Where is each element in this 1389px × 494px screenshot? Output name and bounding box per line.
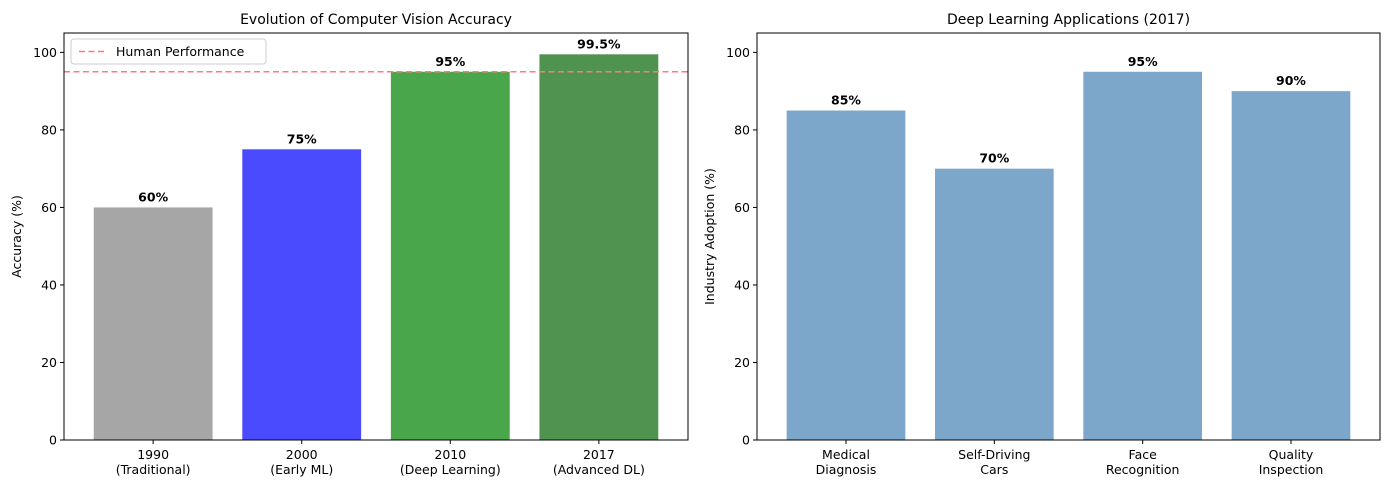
bar-value-label: 95% [1128, 54, 1158, 69]
y-tick-label: 0 [49, 433, 57, 448]
y-tick-label: 60 [41, 200, 57, 215]
x-tick-label: (Advanced DL) [553, 462, 645, 477]
x-tick-label: Diagnosis [816, 462, 877, 477]
plot-frame [63, 32, 689, 441]
y-tick-label: 60 [734, 200, 750, 215]
bar-3 [539, 54, 659, 441]
x-tick-label: Cars [980, 462, 1008, 477]
legend-entry: Human Performance [116, 44, 245, 59]
x-tick-label: (Early ML) [270, 462, 333, 477]
y-tick-label: 0 [742, 433, 750, 448]
y-tick-label: 20 [41, 355, 57, 370]
bar-1 [242, 149, 362, 441]
bar-value-label: 60% [138, 189, 168, 204]
chart-title: Deep Learning Applications (2017) [947, 12, 1190, 28]
legend-box [70, 38, 267, 65]
x-tick-label: Self-Driving [958, 447, 1030, 462]
y-tick-label: 40 [734, 277, 750, 292]
bar-1 [935, 168, 1054, 440]
y-tick-label: 20 [734, 355, 750, 370]
x-tick-label: 2000 [286, 447, 318, 462]
bar-value-label: 95% [435, 54, 465, 69]
x-tick-label: (Deep Learning) [400, 462, 501, 477]
accuracy-chart: 60% 75% 95% 99.5% 0 20 40 60 80 100 1990(Tradition… [9, 12, 689, 477]
x-tick-label: Inspection [1259, 462, 1324, 477]
chart-title: Evolution of Computer Vision Accuracy [240, 12, 512, 28]
y-tick-label: 100 [726, 45, 750, 60]
y-axis-label: Industry Adoption (%) [702, 168, 717, 305]
x-tick-label: Face [1129, 447, 1158, 462]
x-tick-label: 2010 [434, 447, 466, 462]
x-tick-label: 2017 [583, 447, 615, 462]
bar-0 [93, 207, 213, 440]
x-tick-label: Quality [1269, 447, 1314, 462]
y-tick-label: 100 [33, 45, 57, 60]
x-tick-label: 1990 [137, 447, 169, 462]
bar-2 [1083, 71, 1202, 440]
plot-frame [756, 32, 1381, 441]
legend: Human Performance [70, 38, 267, 65]
bar-3 [1231, 91, 1351, 441]
y-tick-label: 40 [41, 277, 57, 292]
bar-value-label: 99.5% [577, 36, 621, 51]
bar-value-label: 75% [287, 131, 317, 146]
x-tick-label: Recognition [1106, 462, 1180, 477]
bar-2 [390, 71, 510, 440]
bar-value-label: 85% [831, 93, 861, 108]
bar-value-label: 90% [1276, 73, 1306, 88]
y-axis-label: Accuracy (%) [9, 195, 24, 278]
x-tick-label: Medical [822, 447, 870, 462]
x-tick-label: (Traditional) [116, 462, 191, 477]
applications-chart: 85% 70% 95% 90% 0 20 40 60 80 100 MedicalDiagnosis… [702, 12, 1381, 477]
y-tick-label: 80 [41, 122, 57, 137]
y-tick-label: 80 [734, 122, 750, 137]
bar-value-label: 70% [979, 151, 1009, 166]
bar-0 [786, 110, 906, 441]
